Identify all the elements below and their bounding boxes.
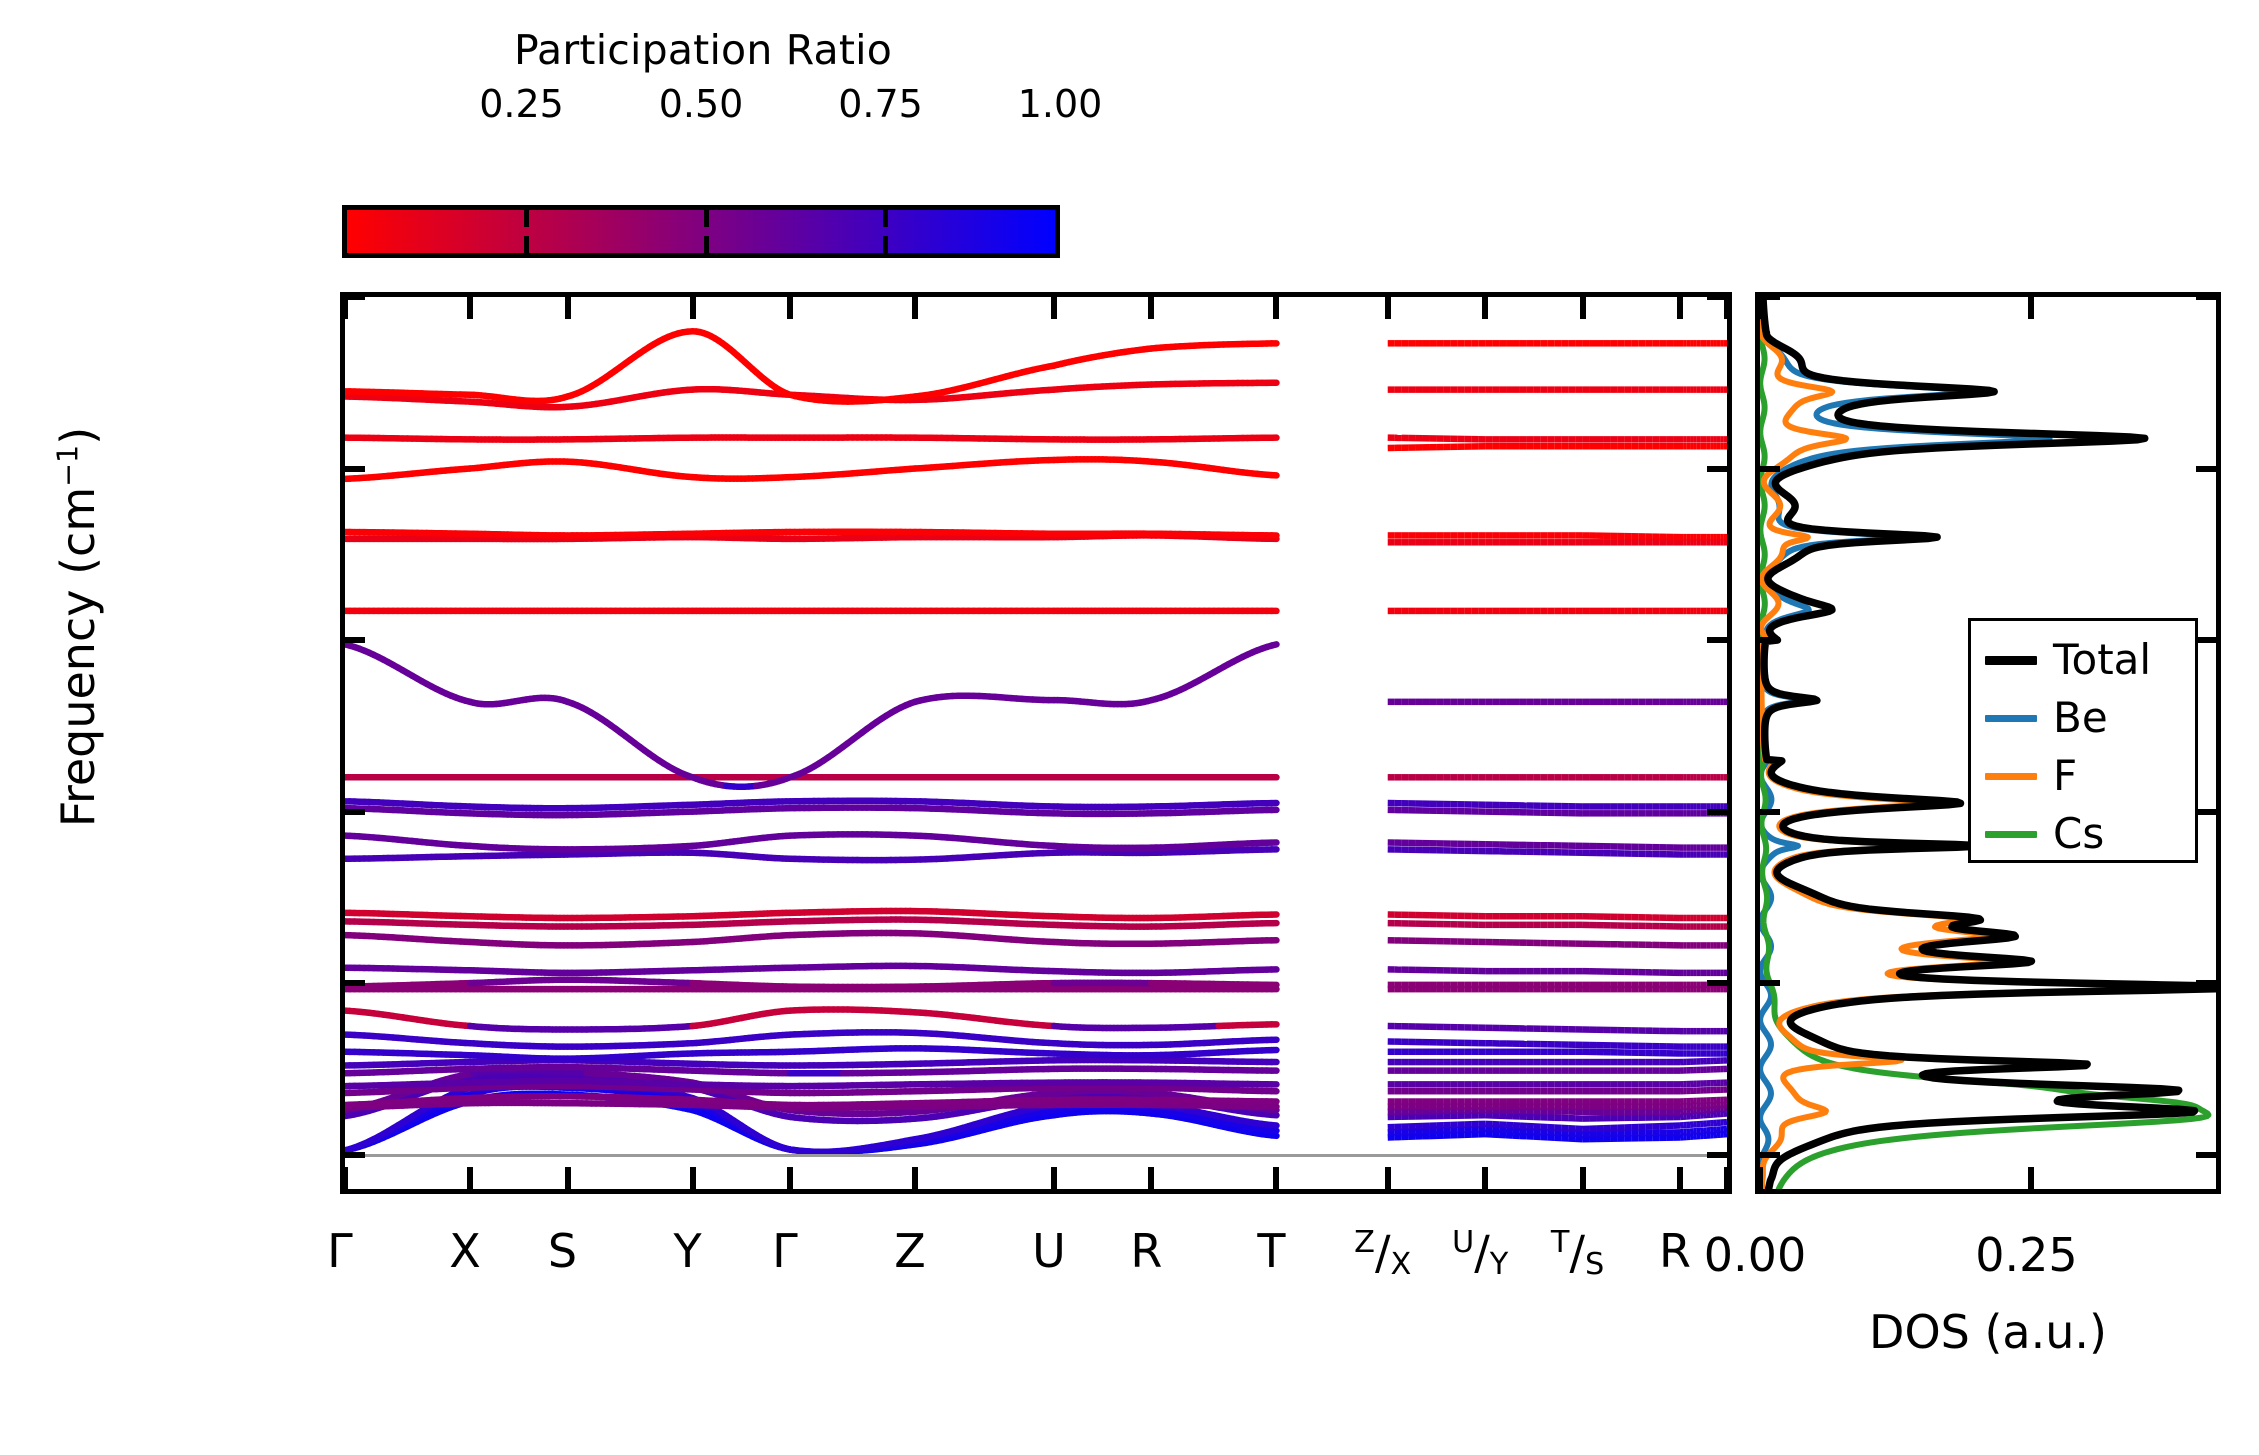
frequency-axis-title-tail: ) [51, 426, 105, 445]
colorbar-tick-mark [883, 236, 888, 253]
colorbar-tick-label: 0.25 [479, 82, 564, 126]
band-plot-area [345, 297, 1727, 1189]
colorbar-tick-label: 0.50 [658, 82, 744, 126]
colorbar-tick-labels: 0.25 0.50 0.75 1.00 [342, 82, 1102, 128]
colorbar-tick-mark [524, 236, 529, 253]
colorbar-tick-label: 1.00 [1017, 82, 1103, 126]
colorbar-tick-mark [703, 210, 709, 227]
colorbar-title: Participation Ratio [513, 26, 893, 74]
frequency-axis-title-text: Frequency (cm [51, 486, 105, 828]
frequency-axis-exponent: −1 [51, 444, 85, 487]
colorbar-tick-label: 0.75 [838, 82, 923, 126]
colorbar-tick-mark [883, 210, 888, 227]
phonon-band-structure-plot [340, 292, 1732, 1194]
band-structure-svg [345, 328, 1727, 1156]
colorbar-tick-mark [524, 210, 529, 227]
participation-ratio-colorbar [342, 205, 1060, 258]
frequency-axis-title: Frequency (cm−1) [51, 217, 105, 1037]
colorbar-tick-mark [703, 236, 709, 253]
